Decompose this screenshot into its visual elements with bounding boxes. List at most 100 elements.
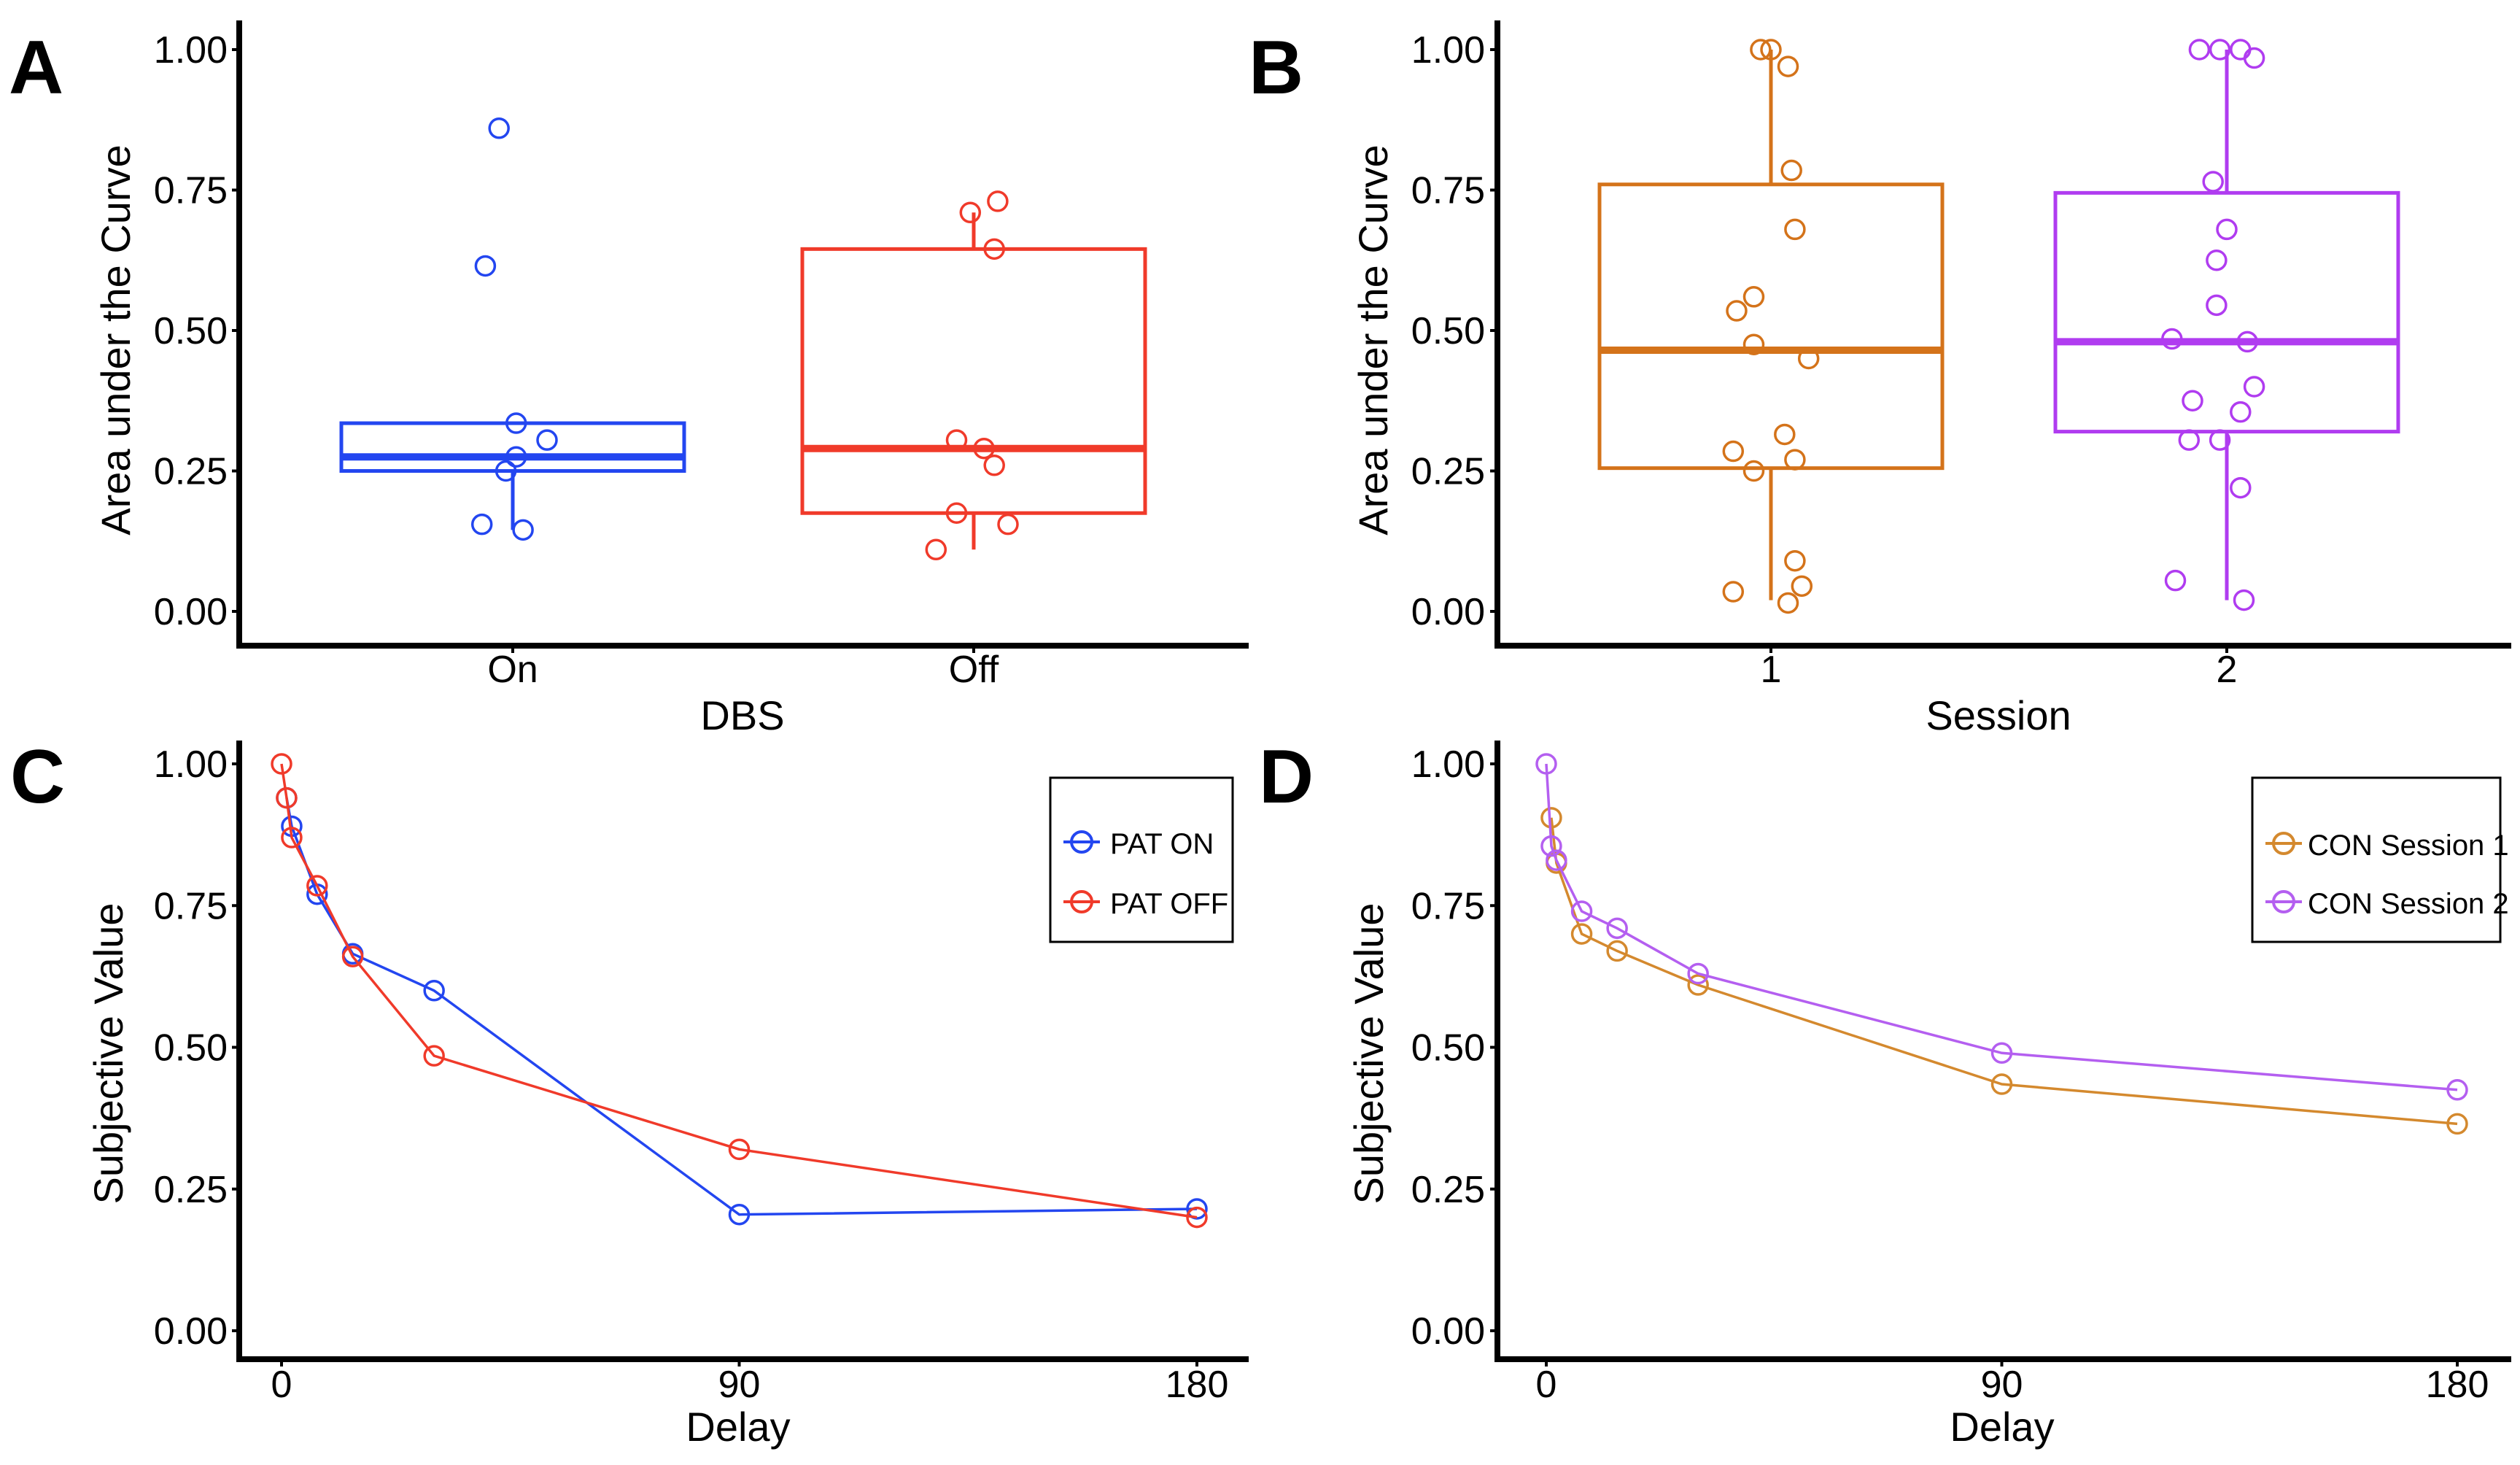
data-point: [1535, 753, 1557, 775]
data-point: [2164, 569, 2187, 592]
x-tick-label: On: [487, 649, 538, 691]
legend-item: CON Session 1: [2265, 830, 2509, 862]
y-tick-label: 0.00: [1411, 591, 1485, 633]
data-point: [474, 255, 497, 277]
panel-letter: A: [9, 26, 63, 110]
data-point: [2236, 331, 2258, 353]
data-point: [505, 446, 527, 468]
data-point: [1722, 440, 1745, 463]
data-point: [1797, 347, 1820, 370]
y-tick-label: 0.75: [154, 885, 228, 927]
data-point: [423, 980, 445, 1002]
y-tick-label: 0.75: [1411, 170, 1485, 212]
y-tick-label: 1.00: [1411, 743, 1485, 786]
data-point: [728, 1203, 751, 1226]
panel-d: D 0.00 0.25 0.50 0.75 1.00 0 90 180 Subjective …: [1259, 735, 2511, 1450]
panel-letter: B: [1249, 26, 1303, 110]
x-tick-label: Off: [949, 649, 999, 691]
x-tick-label: 0: [271, 1364, 292, 1406]
y-tick-label: 0.25: [1411, 451, 1485, 493]
legend-label: PAT OFF: [1110, 888, 1228, 920]
y-tick-label: 1.00: [154, 743, 228, 786]
data-point: [1742, 286, 1765, 308]
data-point: [276, 786, 298, 809]
data-point: [2206, 250, 2228, 271]
legend-item: PAT OFF: [1063, 888, 1228, 920]
y-tick-label: 1.00: [154, 29, 228, 71]
legend-swatch-marker: [1070, 830, 1093, 854]
data-point: [1990, 1042, 2013, 1064]
data-point: [2206, 294, 2228, 317]
data-point: [488, 117, 510, 139]
data-point: [1726, 300, 1748, 322]
data-point: [2209, 39, 2231, 61]
data-point: [2178, 429, 2201, 451]
data-point: [1570, 900, 1593, 922]
x-tick-label: 2: [2217, 649, 2238, 691]
y-axis-label: Area under the Curve: [93, 144, 139, 535]
panel-c: C 0.00 0.25 0.50 0.75 1.00 0 90 180 Subjective …: [10, 735, 1249, 1450]
data-point: [925, 538, 947, 561]
y-tick-label: 0.75: [1411, 885, 1485, 927]
data-point: [1784, 449, 1806, 471]
data-point: [423, 1045, 445, 1067]
data-point: [1570, 923, 1593, 945]
legend-item: CON Session 2: [2265, 888, 2509, 920]
y-tick-label: 0.50: [1411, 1027, 1485, 1070]
data-point: [495, 460, 517, 482]
data-point: [945, 429, 968, 451]
data-point: [1750, 39, 1772, 61]
data-point: [281, 827, 303, 849]
legend: PAT ON PAT OFF: [1049, 776, 1234, 943]
series-line: [280, 763, 1198, 1219]
box: [800, 247, 1147, 515]
box: [2053, 190, 2400, 434]
data-point: [2230, 476, 2252, 499]
data-point: [2243, 47, 2265, 69]
y-tick-label: 0.00: [154, 1310, 228, 1353]
data-point: [1606, 917, 1628, 940]
panel-a: A 0.00 0.25 0.50 0.75 1.00 On Off Area under t…: [9, 20, 1249, 738]
data-point: [2230, 401, 2252, 423]
data-point: [306, 875, 328, 897]
data-point: [2233, 589, 2255, 611]
data-point: [1777, 592, 1799, 614]
data-point: [997, 513, 1019, 536]
x-tick-label: 90: [718, 1364, 761, 1406]
legend-item: PAT ON: [1063, 828, 1214, 860]
y-axis-label: Area under the Curve: [1350, 144, 1396, 535]
x-tick-label: 180: [1166, 1364, 1229, 1406]
data-point: [1606, 940, 1628, 962]
legend-label: CON Session 1: [2308, 830, 2509, 862]
x-tick-label: 1: [1761, 649, 1782, 691]
x-axis-label: Delay: [1950, 1404, 2054, 1450]
data-point: [1777, 55, 1799, 77]
data-point: [2230, 39, 2252, 61]
data-point: [536, 429, 558, 451]
data-point: [1687, 962, 1709, 985]
data-point: [983, 455, 1005, 476]
data-point: [2209, 429, 2231, 451]
data-point: [341, 946, 364, 967]
x-axis-label: Session: [1926, 692, 2071, 738]
data-point: [512, 519, 534, 541]
y-tick-label: 0.25: [1411, 1169, 1485, 1211]
data-point: [959, 201, 982, 224]
y-tick-label: 0.50: [1411, 310, 1485, 352]
data-point: [2243, 376, 2265, 398]
x-axis-label: DBS: [700, 692, 784, 738]
legend-label: CON Session 2: [2308, 888, 2509, 920]
x-tick-label: 90: [1981, 1364, 2023, 1406]
data-point: [2188, 39, 2211, 61]
legend-swatch-marker: [1070, 890, 1093, 913]
legend-box: [2251, 776, 2502, 943]
data-point: [1540, 835, 1562, 857]
data-point: [987, 190, 1009, 212]
y-axis-label: Subjective Value: [1346, 903, 1392, 1205]
legend-label: PAT ON: [1110, 828, 1214, 860]
data-point: [505, 412, 527, 434]
data-point: [1760, 39, 1782, 61]
panel-letter: D: [1259, 735, 1314, 819]
data-point: [983, 238, 1005, 260]
